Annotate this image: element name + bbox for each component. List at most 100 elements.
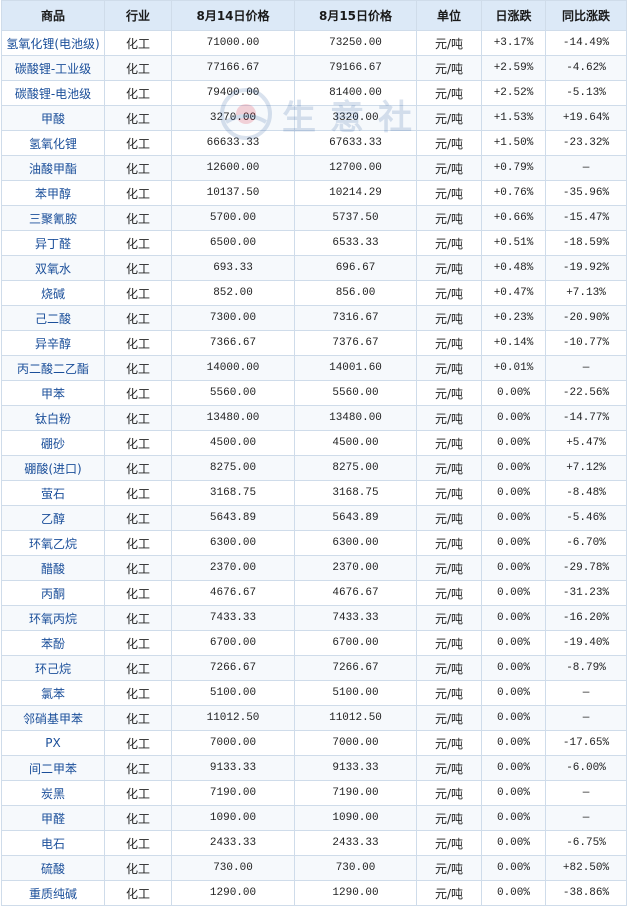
product-name-cell[interactable]: 环己烷: [1, 655, 105, 681]
price-aug14-cell: 5643.89: [171, 505, 295, 531]
product-name-cell[interactable]: 重质纯碱: [1, 880, 105, 906]
price-aug15-cell: 1290.00: [294, 880, 417, 906]
product-name-cell[interactable]: 丙二酸二乙酯: [1, 355, 105, 381]
table-row: 钛白粉 化工 13480.00 13480.00 元/吨 0.00% -14.77%: [1, 405, 627, 431]
yoy-change-cell: -5.13%: [545, 80, 627, 106]
product-name-cell[interactable]: 异丁醛: [1, 230, 105, 256]
price-aug14-cell: 13480.00: [171, 405, 295, 431]
daily-change-cell: +2.59%: [481, 55, 546, 81]
unit-cell: 元/吨: [416, 555, 482, 581]
product-name-cell[interactable]: 醋酸: [1, 555, 105, 581]
product-name-cell[interactable]: 甲酸: [1, 105, 105, 131]
table-row: 重质纯碱 化工 1290.00 1290.00 元/吨 0.00% -38.86%: [1, 880, 627, 906]
product-name-cell[interactable]: 硼砂: [1, 430, 105, 456]
daily-change-cell: 0.00%: [481, 830, 546, 856]
industry-cell: 化工: [104, 805, 172, 831]
table-row: 乙醇 化工 5643.89 5643.89 元/吨 0.00% -5.46%: [1, 505, 627, 531]
table-row: 电石 化工 2433.33 2433.33 元/吨 0.00% -6.75%: [1, 830, 627, 856]
unit-cell: 元/吨: [416, 30, 482, 56]
product-name-cell[interactable]: 烧碱: [1, 280, 105, 306]
yoy-change-cell: -8.79%: [545, 655, 627, 681]
yoy-change-cell: -6.00%: [545, 755, 627, 781]
industry-cell: 化工: [104, 680, 172, 706]
unit-cell: 元/吨: [416, 205, 482, 231]
daily-change-cell: +0.47%: [481, 280, 546, 306]
product-name-cell[interactable]: 乙醇: [1, 505, 105, 531]
yoy-change-cell: -10.77%: [545, 330, 627, 356]
product-name-cell[interactable]: 氢氧化锂: [1, 130, 105, 156]
product-name-cell[interactable]: 碳酸锂-工业级: [1, 55, 105, 81]
yoy-change-cell: -19.40%: [545, 630, 627, 656]
unit-cell: 元/吨: [416, 505, 482, 531]
product-name-cell[interactable]: 己二酸: [1, 305, 105, 331]
yoy-change-cell: —: [545, 155, 627, 181]
price-aug14-cell: 5700.00: [171, 205, 295, 231]
price-aug15-cell: 67633.33: [294, 130, 417, 156]
price-aug15-cell: 7376.67: [294, 330, 417, 356]
table-row: 萤石 化工 3168.75 3168.75 元/吨 0.00% -8.48%: [1, 480, 627, 506]
daily-change-cell: 0.00%: [481, 555, 546, 581]
table-row: 氯苯 化工 5100.00 5100.00 元/吨 0.00% —: [1, 680, 627, 706]
product-name-cell[interactable]: 环氧乙烷: [1, 530, 105, 556]
price-aug14-cell: 79400.00: [171, 80, 295, 106]
daily-change-cell: 0.00%: [481, 430, 546, 456]
product-name-cell[interactable]: 三聚氰胺: [1, 205, 105, 231]
product-name-cell[interactable]: 甲苯: [1, 380, 105, 406]
product-name-cell[interactable]: 双氧水: [1, 255, 105, 281]
yoy-change-cell: -6.75%: [545, 830, 627, 856]
daily-change-cell: 0.00%: [481, 805, 546, 831]
product-name-cell[interactable]: 间二甲苯: [1, 755, 105, 781]
industry-cell: 化工: [104, 280, 172, 306]
product-name-cell[interactable]: 炭黑: [1, 780, 105, 806]
product-name-cell[interactable]: 甲醛: [1, 805, 105, 831]
product-name-cell[interactable]: 邻硝基甲苯: [1, 705, 105, 731]
price-aug14-cell: 730.00: [171, 855, 295, 881]
product-name-cell[interactable]: 电石: [1, 830, 105, 856]
price-aug15-cell: 5560.00: [294, 380, 417, 406]
yoy-change-cell: -29.78%: [545, 555, 627, 581]
price-aug14-cell: 693.33: [171, 255, 295, 281]
header-unit: 单位: [416, 0, 482, 31]
product-name-cell[interactable]: 异辛醇: [1, 330, 105, 356]
price-aug15-cell: 12700.00: [294, 155, 417, 181]
table-row: 油酸甲酯 化工 12600.00 12700.00 元/吨 +0.79% —: [1, 155, 627, 181]
product-name-cell[interactable]: 硫酸: [1, 855, 105, 881]
unit-cell: 元/吨: [416, 730, 482, 756]
price-aug15-cell: 5100.00: [294, 680, 417, 706]
product-name-cell[interactable]: 油酸甲酯: [1, 155, 105, 181]
price-aug14-cell: 7300.00: [171, 305, 295, 331]
product-name-cell[interactable]: 氯苯: [1, 680, 105, 706]
unit-cell: 元/吨: [416, 430, 482, 456]
yoy-change-cell: -8.48%: [545, 480, 627, 506]
yoy-change-cell: -16.20%: [545, 605, 627, 631]
product-name-cell[interactable]: 丙酮: [1, 580, 105, 606]
price-aug15-cell: 11012.50: [294, 705, 417, 731]
daily-change-cell: 0.00%: [481, 455, 546, 481]
product-name-cell[interactable]: 碳酸锂-电池级: [1, 80, 105, 106]
table-row: 邻硝基甲苯 化工 11012.50 11012.50 元/吨 0.00% —: [1, 705, 627, 731]
yoy-change-cell: —: [545, 355, 627, 381]
product-name-cell[interactable]: 萤石: [1, 480, 105, 506]
price-aug15-cell: 856.00: [294, 280, 417, 306]
price-aug14-cell: 1290.00: [171, 880, 295, 906]
product-name-cell[interactable]: 环氧丙烷: [1, 605, 105, 631]
price-aug14-cell: 2433.33: [171, 830, 295, 856]
product-name-cell[interactable]: 氢氧化锂(电池级): [1, 30, 105, 56]
product-name-cell[interactable]: 硼酸(进口): [1, 455, 105, 481]
unit-cell: 元/吨: [416, 830, 482, 856]
product-name-cell[interactable]: 苯甲醇: [1, 180, 105, 206]
table-row: 双氧水 化工 693.33 696.67 元/吨 +0.48% -19.92%: [1, 255, 627, 281]
industry-cell: 化工: [104, 605, 172, 631]
industry-cell: 化工: [104, 580, 172, 606]
product-name-cell[interactable]: 钛白粉: [1, 405, 105, 431]
daily-change-cell: 0.00%: [481, 780, 546, 806]
unit-cell: 元/吨: [416, 105, 482, 131]
product-name-cell[interactable]: 苯酚: [1, 630, 105, 656]
table-row: 甲酸 化工 3270.00 3320.00 元/吨 +1.53% +19.64%: [1, 105, 627, 131]
product-name-cell[interactable]: PX: [1, 730, 105, 756]
price-aug14-cell: 6500.00: [171, 230, 295, 256]
unit-cell: 元/吨: [416, 605, 482, 631]
unit-cell: 元/吨: [416, 805, 482, 831]
yoy-change-cell: +7.12%: [545, 455, 627, 481]
header-price-aug15: 8月15日价格: [294, 0, 417, 31]
